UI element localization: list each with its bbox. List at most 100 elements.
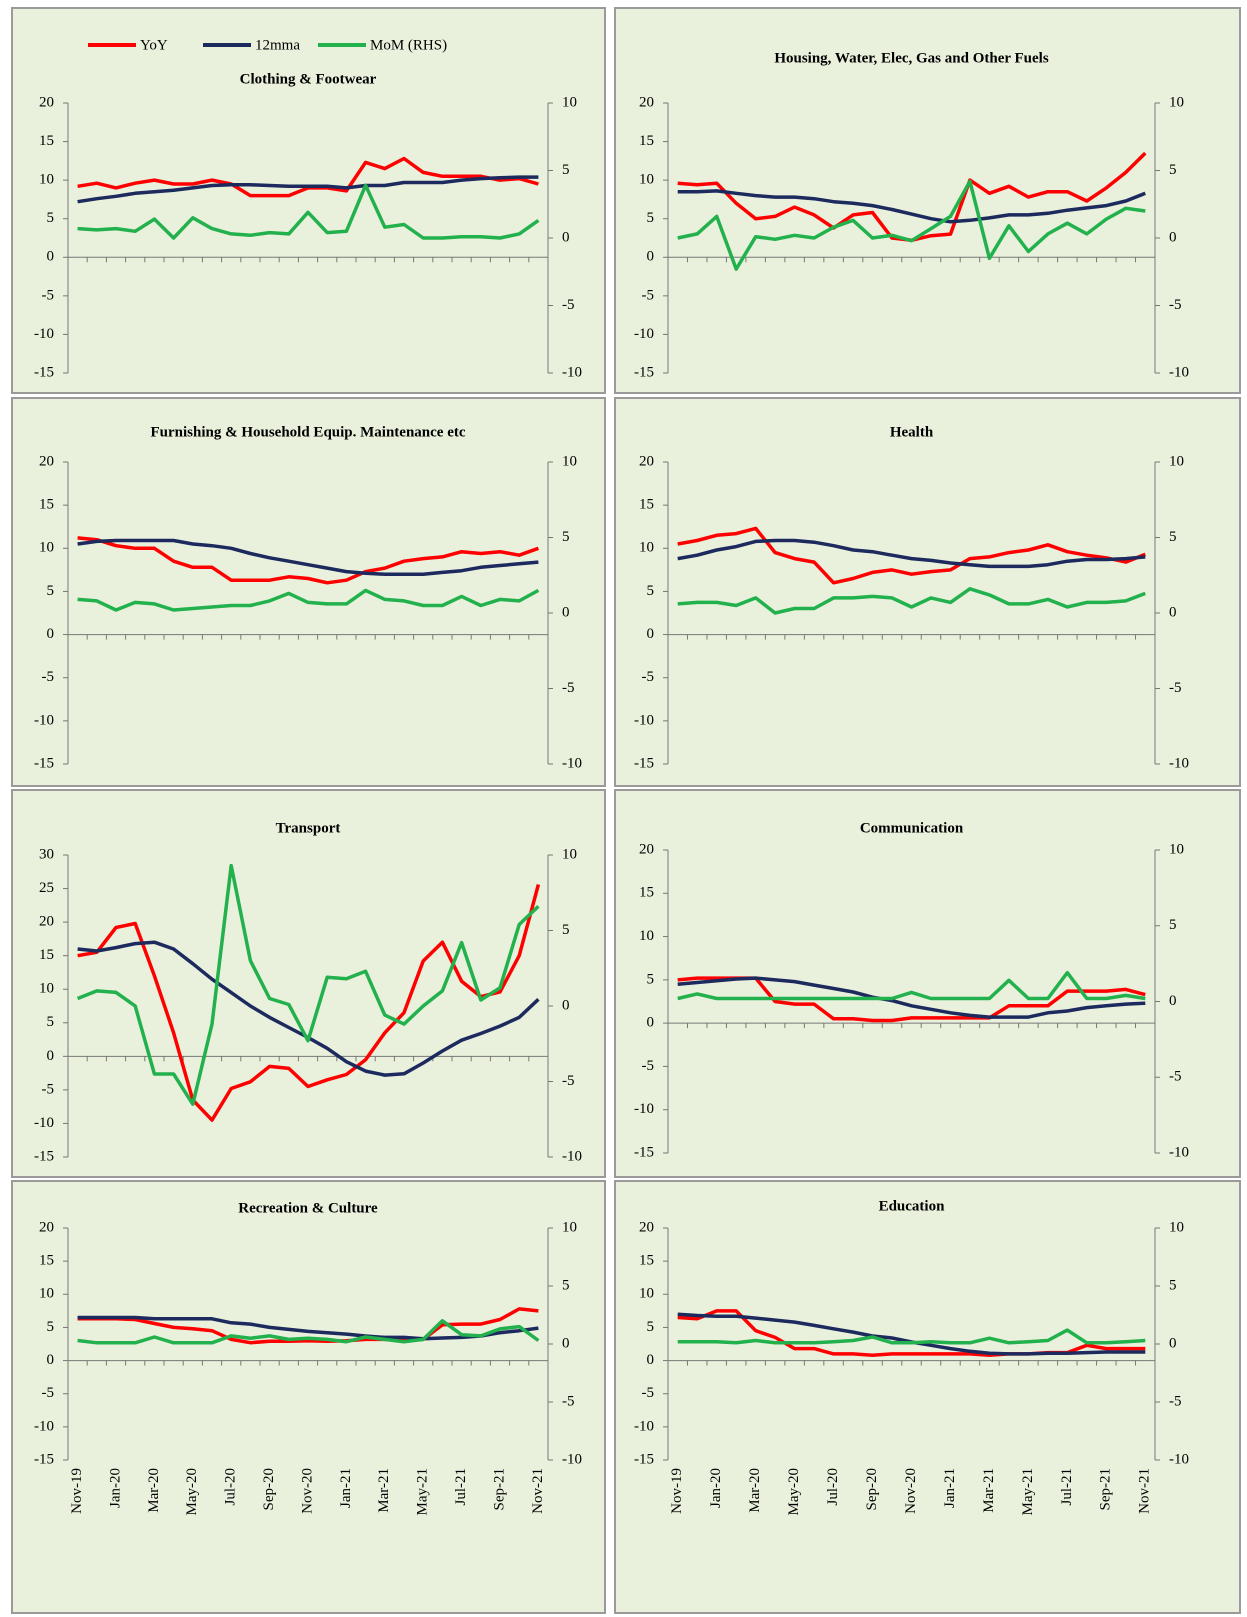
y-tick-label: 5 [47,1014,55,1030]
y2-tick-label: -5 [562,1073,575,1089]
y-tick-label: 10 [39,540,54,556]
y-tick-label: -15 [34,364,54,380]
panel [614,397,1241,787]
y-tick-label: -15 [34,1451,54,1467]
series-line [77,884,541,1122]
x-tick-label: Sep-20 [261,1468,277,1511]
x-tick-label: Jul-20 [825,1468,841,1506]
chart-title: Housing, Water, Elec, Gas and Other Fuel… [774,50,1048,66]
y2-tick-label: 10 [1169,453,1184,469]
y-tick-label: -5 [642,669,655,685]
y-tick-label: -15 [634,755,654,771]
series-line [77,183,540,240]
y2-tick-label: 10 [1169,841,1184,857]
y-tick-label: -10 [34,712,54,728]
panel [614,7,1241,394]
x-tick-label: Jul-21 [453,1468,469,1506]
y-tick-label: 5 [47,583,55,599]
y2-tick-label: -10 [562,755,582,771]
y-tick-label: -5 [642,287,655,303]
x-tick-label: May-21 [1020,1468,1036,1516]
y2-tick-label: -5 [562,297,575,313]
y2-tick-label: 0 [1169,993,1177,1009]
x-tick-label: Jan-21 [942,1468,958,1508]
series-line [677,976,1146,1019]
x-tick-label: Mar-21 [981,1468,997,1513]
y2-tick-label: -10 [1169,1451,1189,1467]
y2-tick-label: -5 [1169,680,1182,696]
legend-label: MoM (RHS) [370,37,447,53]
y-tick-label: 15 [39,1253,54,1269]
y2-tick-label: -10 [1169,1144,1189,1160]
y2-tick-label: 0 [1169,1335,1177,1351]
y-tick-label: 20 [39,1219,54,1235]
x-tick-label: Jan-21 [338,1468,354,1508]
y2-tick-label: 10 [1169,1219,1184,1235]
y-tick-label: 20 [39,914,54,930]
y-tick-label: -10 [634,1418,654,1434]
y-tick-label: 15 [39,947,54,963]
series-line [77,1319,540,1345]
y-tick-label: 20 [639,94,654,110]
series-line [76,863,540,1106]
series-line [677,189,1146,224]
y-tick-label: -15 [634,364,654,380]
y2-tick-label: 0 [562,604,570,620]
y-tick-label: -10 [634,1101,654,1117]
y2-tick-label: 5 [562,529,570,545]
series-line [677,587,1146,615]
y-tick-label: -15 [634,1144,654,1160]
panel [11,397,606,787]
y-tick-label: 10 [39,981,54,997]
y-tick-label: 15 [639,885,654,901]
x-tick-label: Jan-20 [708,1468,724,1508]
y-tick-label: 5 [647,583,655,599]
y2-tick-label: 10 [562,846,577,862]
y-tick-label: 0 [47,1352,55,1368]
y-tick-label: 0 [47,1048,55,1064]
x-tick-label: Jan-20 [107,1468,123,1508]
y-tick-label: 25 [39,880,54,896]
x-tick-label: Nov-19 [669,1468,685,1514]
chart-title: Health [890,424,934,440]
y2-tick-label: 10 [562,453,577,469]
y2-tick-label: 5 [562,922,570,938]
y2-tick-label: 10 [562,94,577,110]
chart-title: Education [879,1198,946,1214]
x-tick-label: Sep-20 [864,1468,880,1511]
y-tick-label: 15 [639,497,654,513]
y2-tick-label: 10 [562,1219,577,1235]
y2-tick-label: 0 [1169,229,1177,245]
y-tick-label: 15 [639,1253,654,1269]
series-line [677,1328,1146,1345]
x-tick-label: Sep-21 [1098,1468,1114,1511]
y2-tick-label: 0 [562,1335,570,1351]
y-tick-label: -15 [34,755,54,771]
y-tick-label: 15 [39,133,54,149]
y-tick-label: 5 [47,210,55,226]
series-line [677,179,1146,271]
y-tick-label: 5 [647,1319,655,1335]
panel [11,7,606,394]
x-tick-label: May-21 [415,1468,431,1516]
y-tick-label: -5 [642,1058,655,1074]
panel [614,789,1241,1178]
x-tick-label: Jul-20 [223,1468,239,1506]
chart-title: Communication [860,820,964,836]
y-tick-label: 0 [647,626,655,642]
legend-label: 12mma [255,37,300,53]
series-line [77,1307,539,1345]
y-tick-label: 20 [639,453,654,469]
y-tick-label: 10 [639,1286,654,1302]
y2-tick-label: -10 [562,364,582,380]
y-tick-label: 5 [47,1319,55,1335]
y2-tick-label: -5 [1169,1069,1182,1085]
series-line [677,538,1146,569]
y2-tick-label: -5 [1169,297,1182,313]
chart-title: Clothing & Footwear [240,71,377,87]
x-tick-label: Jul-21 [1059,1468,1075,1506]
x-tick-label: Nov-20 [299,1468,315,1514]
x-tick-label: May-20 [786,1468,802,1516]
y-tick-label: 20 [639,1219,654,1235]
